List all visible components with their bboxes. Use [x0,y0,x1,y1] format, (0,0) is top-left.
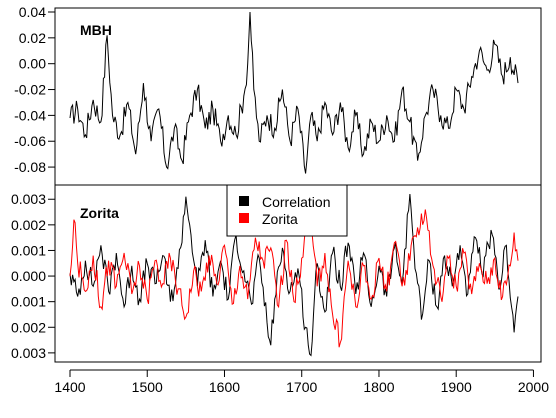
y-tick-label: 0.04 [19,4,46,20]
zorita-y-axis: 0.003 0.002 0.001 0.000 0.001 0.002 0.003 [11,191,55,361]
x-tick-label: 2000 [518,379,549,395]
y-tick-label: -0.02 [14,82,46,98]
zorita-panel: Zorita 0.0030.0020.0010.0000.0010.0020.0… [11,184,549,395]
series-line-mbh [69,11,519,174]
y-tick-label: -0.04 [14,107,46,123]
mbh-panel: MBH 0.04 0.02 0.00 -0.02 -0.04 -0.06 -0.08 [14,4,542,186]
legend-label-zorita: Zorita [262,211,298,227]
y-tick-label: 0.002 [11,217,46,233]
x-tick-label: 1700 [286,379,317,395]
y-tick-label: 0.003 [11,191,46,207]
y-tick-label: -0.06 [14,133,46,149]
y-tick-label: 0.00 [19,56,46,72]
zorita-series-group [69,194,519,357]
mbh-panel-label: MBH [80,22,112,38]
x-tick-label: 1400 [54,379,85,395]
legend-swatch-zorita [239,213,249,223]
x-tick-label: 1600 [209,379,240,395]
y-tick-label: 0.001 [11,242,46,258]
mbh-series-group [69,11,519,174]
y-tick-label: 0.002 [11,319,46,335]
y-tick-label: 0.001 [11,294,46,310]
legend: Correlation Zorita [226,184,348,237]
mbh-plot-frame [54,7,542,186]
y-tick-label: 0.02 [19,30,46,46]
legend-box [226,184,348,237]
x-axis: 1400 1500 1600 1700 1800 1900 2000 [54,369,549,395]
x-tick-label: 1800 [363,379,394,395]
x-tick-label: 1500 [132,379,163,395]
legend-swatch-correlation [239,196,249,206]
x-tick-label: 1900 [441,379,472,395]
legend-label-correlation: Correlation [262,194,330,210]
y-tick-label: 0.003 [11,345,46,361]
y-tick-label: 0.000 [11,268,46,284]
mbh-y-axis: 0.04 0.02 0.00 -0.02 -0.04 -0.06 -0.08 [14,4,55,175]
y-tick-label: -0.08 [14,159,46,175]
series-line-zorita [69,206,519,348]
zorita-panel-label: Zorita [80,205,119,221]
